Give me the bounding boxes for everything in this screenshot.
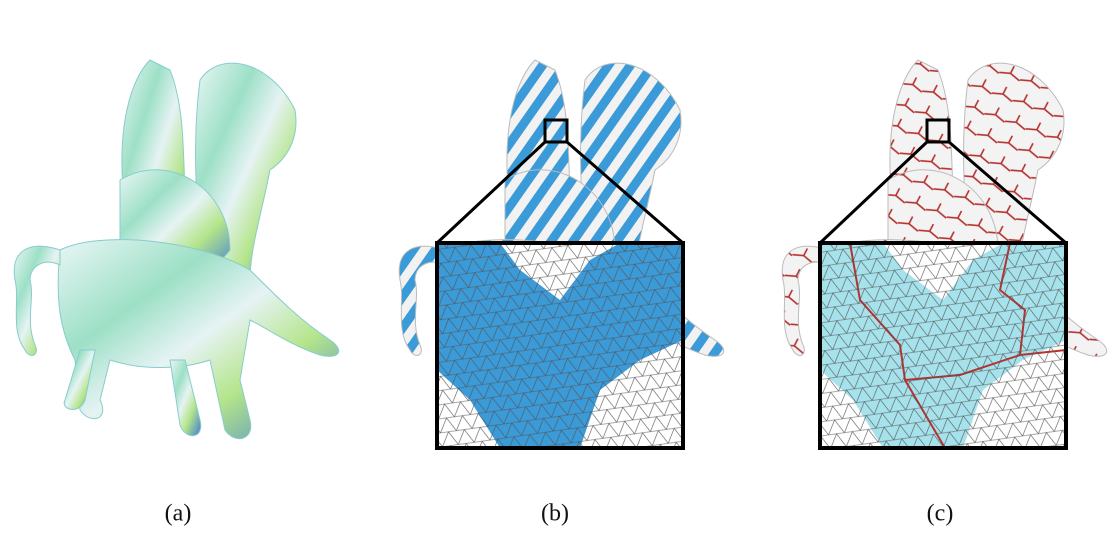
zoom-lines (435, 140, 684, 245)
panel-label: (a) (165, 501, 192, 527)
panel-label: (c) (927, 501, 954, 527)
panel-label: (b) (541, 501, 569, 527)
zoom-box (818, 241, 1068, 450)
zoom-box (435, 241, 685, 450)
zoom-lines (818, 140, 1067, 245)
panel-b (398, 59, 725, 450)
zoom-marker (925, 118, 951, 144)
panel-c (781, 59, 1108, 450)
zoom-marker (543, 118, 569, 144)
panel-a (13, 59, 340, 440)
griffin-render (13, 59, 340, 440)
